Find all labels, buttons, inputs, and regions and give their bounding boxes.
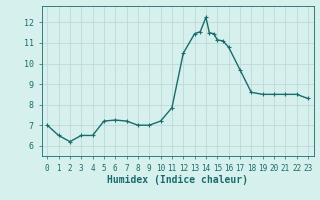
X-axis label: Humidex (Indice chaleur): Humidex (Indice chaleur) [107, 175, 248, 185]
